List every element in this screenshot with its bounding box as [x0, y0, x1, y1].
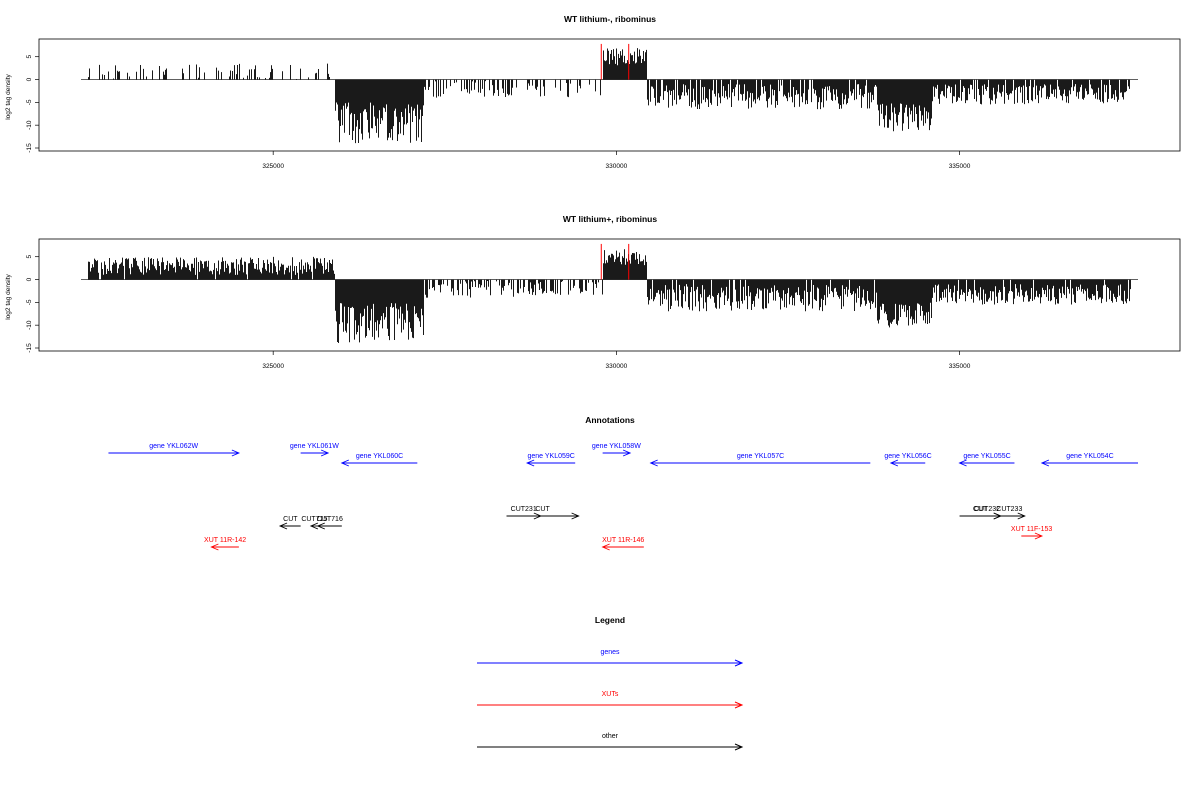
- feature-arrowhead: [340, 459, 349, 467]
- feature-xut-11r-142: XUT 11R-142: [204, 537, 246, 551]
- x-tick-label: 330000: [606, 163, 628, 170]
- feature-cut716: CUT716: [316, 516, 343, 530]
- feature-cut233: CUT233: [993, 506, 1026, 520]
- legend-panel: Legend genes XUTs other: [477, 615, 744, 751]
- legend-arrowhead: [734, 701, 744, 709]
- feature-gene-ykl057c: gene YKL057C: [649, 453, 871, 467]
- y-axis-label: log2 tag density: [5, 273, 12, 319]
- feature-label: gene YKL058W: [592, 443, 641, 450]
- feature-cut: CUT: [278, 516, 301, 530]
- feature-label: CUT232: [974, 506, 1000, 513]
- feature-label: gene YKL059C: [527, 453, 574, 460]
- y-tick-label: -15: [26, 343, 33, 353]
- legend-item-other: other: [477, 733, 744, 751]
- feature-gene-ykl055c: gene YKL055C: [958, 453, 1015, 467]
- feature-label: gene YKL055C: [963, 453, 1010, 460]
- x-tick-label: 325000: [262, 363, 284, 370]
- panel-lithium-minus: WT lithium-, ribominus log2 tag density -1…: [5, 14, 1181, 170]
- feature-gene-ykl062w: gene YKL062W: [108, 443, 241, 457]
- plot-frame: [38, 38, 1181, 152]
- y-tick-label: 5: [26, 55, 33, 59]
- chart-title: WT lithium+, ribominus: [563, 214, 657, 224]
- legend-label: other: [602, 733, 619, 740]
- x-tick-label: 335000: [949, 363, 971, 370]
- feature-arrowhead: [316, 522, 325, 530]
- feature-gene-ykl054c: gene YKL054C: [1040, 453, 1138, 467]
- x-tick-label: 335000: [949, 163, 971, 170]
- feature-gene-ykl056c: gene YKL056C: [884, 453, 932, 467]
- y-tick-label: -15: [26, 143, 33, 153]
- feature-label: XUT 11R-142: [204, 537, 246, 544]
- x-tick-label: 325000: [262, 163, 284, 170]
- annotations-title: Annotations: [585, 415, 635, 425]
- feature-arrowhead: [1034, 532, 1044, 540]
- signal-series: [88, 43, 1130, 144]
- feature-arrowhead: [210, 543, 219, 551]
- y-axis: -15 -10 -5 0 5: [26, 55, 39, 153]
- annotations-panel: Annotations gene YKL062W gene YKL061W gene …: [108, 415, 1138, 551]
- feature-label: XUT 11F-153: [1011, 526, 1052, 533]
- legend-item-xut: XUTs: [477, 691, 744, 709]
- feature-arrowhead: [533, 512, 543, 520]
- feature-arrowhead: [889, 459, 899, 467]
- feature-label: CUT716: [317, 516, 343, 523]
- feature-arrowhead: [649, 459, 658, 467]
- feature-label: CUT: [283, 516, 298, 523]
- feature-label: gene YKL061W: [290, 443, 339, 450]
- feature-arrowhead: [525, 459, 535, 467]
- feature-gene-ykl060c: gene YKL060C: [340, 453, 418, 467]
- y-tick-label: 0: [26, 77, 33, 81]
- feature-arrowhead: [309, 522, 319, 530]
- feature-arrowhead: [231, 449, 241, 457]
- feature-label: CUT: [535, 506, 550, 513]
- signal-series: [88, 243, 1131, 344]
- feature-arrowhead: [601, 543, 610, 551]
- feature-gene-ykl061w: gene YKL061W: [290, 443, 339, 457]
- x-tick-label: 330000: [606, 363, 628, 370]
- feature-label: CUT: [973, 506, 988, 513]
- feature-arrowhead: [1040, 459, 1050, 467]
- panel-lithium-plus: WT lithium+, ribominus log2 tag density -1…: [5, 214, 1181, 370]
- feature-label: CUT233: [996, 506, 1022, 513]
- feature-arrowhead: [1017, 512, 1026, 520]
- y-tick-label: 0: [26, 277, 33, 281]
- feature-cut715: CUT715: [301, 516, 327, 530]
- legend-arrowhead: [734, 659, 744, 667]
- y-tick-label: -10: [26, 120, 33, 130]
- legend-arrowhead: [734, 743, 744, 751]
- x-axis: 325000 330000 335000: [262, 151, 971, 170]
- feature-gene-ykl058w: gene YKL058W: [592, 443, 641, 457]
- feature-arrowhead: [622, 449, 632, 457]
- feature-label: gene YKL060C: [356, 453, 403, 460]
- feature-cut231: CUT231: [506, 506, 543, 520]
- y-tick-label: -5: [26, 99, 33, 105]
- legend-label: XUTs: [602, 691, 619, 698]
- feature-label: CUT715: [301, 516, 327, 523]
- feature-xut-11r-146: XUT 11R-146: [601, 537, 644, 551]
- feature-gene-ykl059c: gene YKL059C: [525, 453, 576, 467]
- legend-title: Legend: [595, 615, 625, 625]
- y-tick-label: 5: [26, 255, 33, 259]
- y-axis-label: log2 tag density: [5, 73, 12, 119]
- chart-title: WT lithium-, ribominus: [564, 14, 656, 24]
- legend-label: genes: [600, 649, 620, 656]
- feature-label: CUT231: [511, 506, 537, 513]
- x-axis: 325000 330000 335000: [262, 351, 971, 370]
- feature-xut-11f-153: XUT 11F-153: [1011, 526, 1052, 540]
- feature-arrowhead: [571, 512, 580, 520]
- feature-label: XUT 11R-146: [602, 537, 644, 544]
- feature-arrowhead: [320, 449, 330, 457]
- feature-label: gene YKL056C: [884, 453, 931, 460]
- y-tick-label: -10: [26, 320, 33, 330]
- feature-label: gene YKL057C: [737, 453, 784, 460]
- feature-arrowhead: [278, 522, 288, 530]
- legend-item-gene: genes: [477, 649, 744, 667]
- feature-label: gene YKL062W: [149, 443, 198, 450]
- feature-label: gene YKL054C: [1066, 453, 1113, 460]
- y-tick-label: -5: [26, 299, 33, 305]
- y-axis: -15 -10 -5 0 5: [26, 255, 39, 353]
- plot-frame: [38, 238, 1181, 352]
- feature-arrowhead: [958, 459, 967, 467]
